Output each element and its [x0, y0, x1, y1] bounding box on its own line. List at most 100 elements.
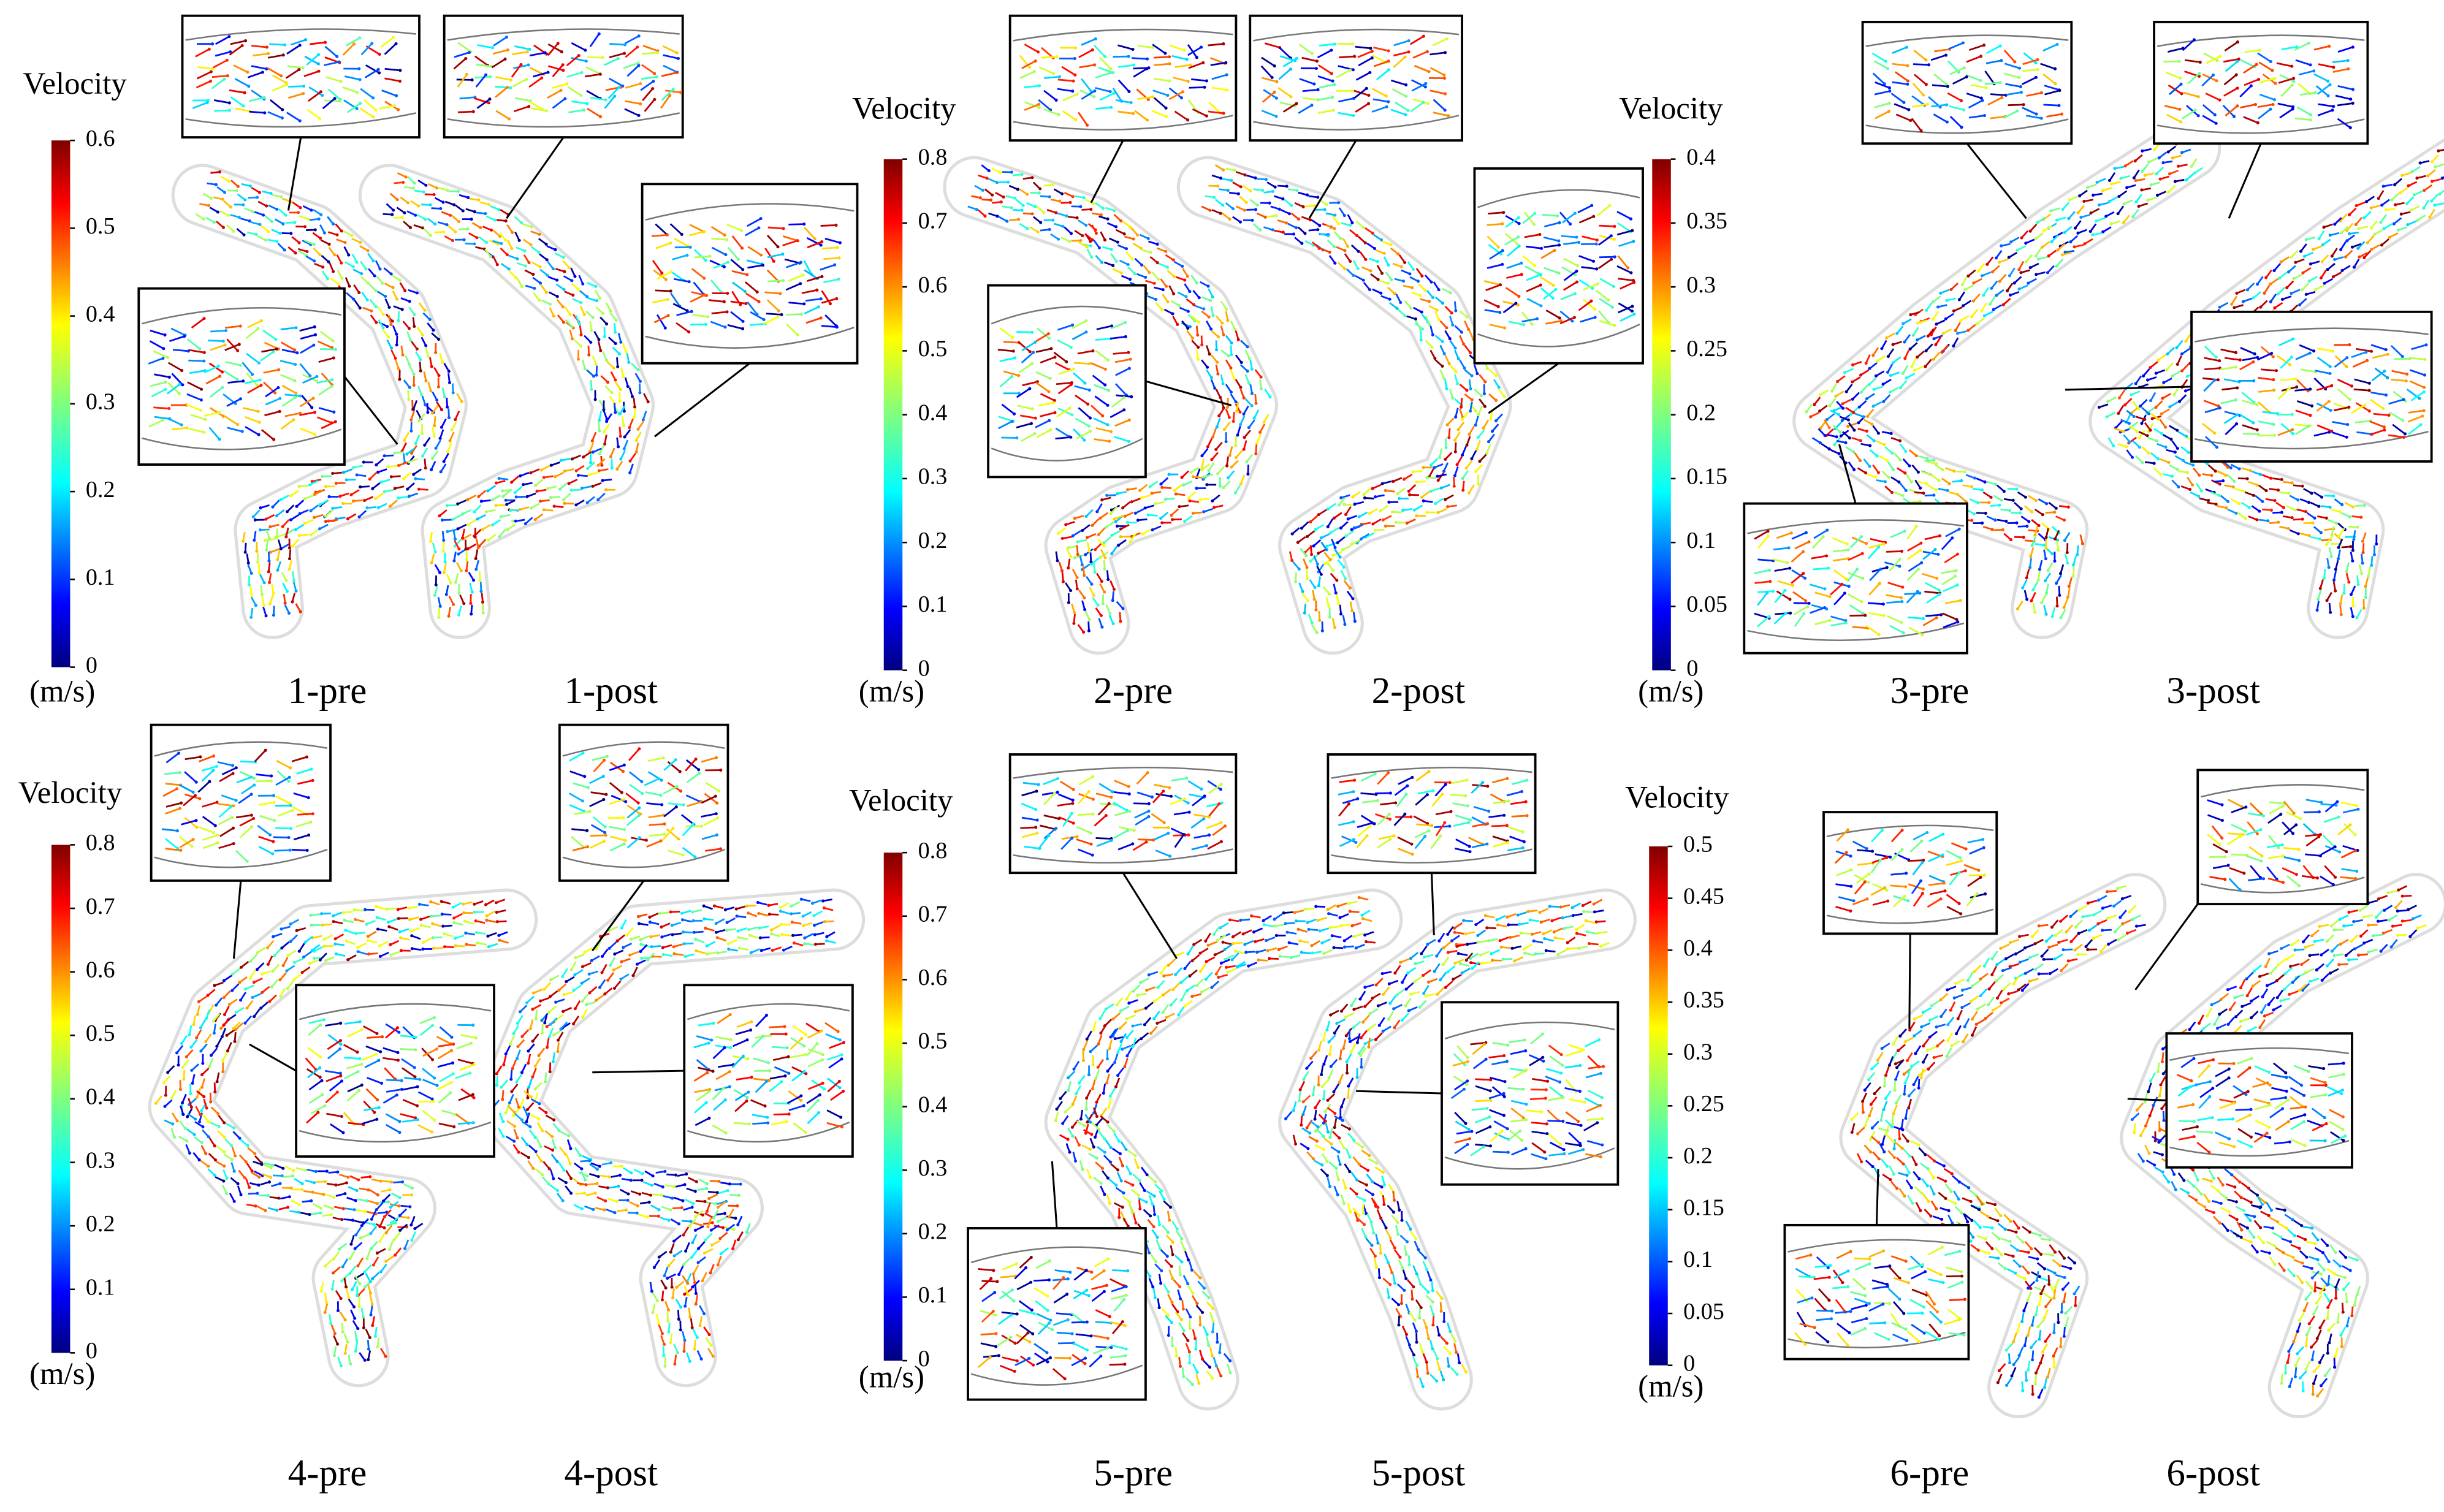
arrow-head — [1819, 393, 1822, 397]
arrow-head — [821, 899, 825, 903]
arrow-head — [329, 1213, 333, 1217]
arrow-head — [206, 993, 210, 997]
arrow-head — [1934, 488, 1938, 492]
arrow-head — [263, 539, 267, 542]
arrow-head — [1207, 315, 1211, 319]
arrow-head — [1947, 482, 1951, 485]
arrow-head — [2062, 606, 2066, 609]
arrow-head — [2050, 615, 2054, 618]
arrow-head — [1355, 234, 1359, 238]
arrow-head — [2325, 599, 2329, 602]
arrow-head — [232, 1199, 236, 1203]
arrow-head — [207, 1164, 210, 1168]
arrow-head — [2269, 282, 2272, 286]
arrow-head — [1913, 368, 1916, 372]
arrow-head — [1946, 488, 1949, 492]
arrow-head — [1352, 526, 1356, 530]
arrow-head — [461, 209, 465, 213]
arrow-head — [1477, 482, 1480, 486]
arrow-head — [408, 300, 411, 303]
flow-arrow — [489, 240, 498, 245]
arrow-head — [442, 230, 446, 234]
arrow-head — [2034, 254, 2038, 258]
arrow-head — [408, 1205, 412, 1209]
arrow-head — [369, 1313, 373, 1316]
arrow-head — [1970, 485, 1974, 488]
flow-arrow — [271, 583, 275, 594]
arrow-head — [2138, 436, 2141, 440]
arrow-head — [2001, 528, 2004, 532]
arrow-head — [1990, 528, 1994, 531]
arrow-head — [1910, 365, 1914, 368]
arrow-head — [2019, 271, 2023, 275]
flow-arrow — [624, 377, 629, 387]
arrow-head — [185, 1055, 188, 1058]
arrow-head — [421, 947, 425, 951]
arrow-head — [1060, 192, 1064, 196]
arrow-head — [1119, 527, 1122, 531]
arrow-head — [2315, 608, 2319, 612]
arrow-head — [1834, 394, 1838, 398]
arrow-head — [1130, 500, 1133, 504]
arrow-head — [2116, 212, 2120, 216]
flow-arrow — [447, 607, 451, 617]
arrow-head — [421, 226, 424, 230]
flow-arrow — [353, 465, 363, 469]
flow-arrow — [492, 240, 502, 245]
arrow-head — [441, 924, 445, 928]
arrow-head — [2357, 227, 2361, 230]
arrow-head — [415, 347, 419, 351]
arrow-head — [1315, 563, 1319, 566]
arrow-head — [614, 318, 618, 322]
arrow-head — [1087, 618, 1091, 621]
arrow-head — [345, 1285, 348, 1289]
arrow-head — [586, 466, 590, 471]
arrow-head — [1916, 321, 1920, 325]
arrow-head — [2054, 506, 2058, 510]
arrow-head — [589, 461, 593, 465]
flow-arrow — [501, 514, 511, 518]
flow-arrow — [599, 445, 605, 455]
arrow-head — [256, 1191, 259, 1195]
arrow-head — [2394, 203, 2397, 207]
arrow-head — [409, 338, 413, 342]
arrow-head — [1081, 234, 1084, 238]
flow-arrow — [629, 452, 636, 462]
arrow-head — [1349, 259, 1352, 264]
arrow-head — [1989, 302, 1992, 306]
arrow-head — [1346, 517, 1350, 521]
arrow-head — [1420, 310, 1423, 314]
arrow-head — [1122, 232, 1126, 236]
arrow-head — [375, 321, 378, 324]
arrow-head — [1071, 534, 1075, 538]
arrow-head — [443, 945, 447, 949]
arrow-head — [1444, 498, 1447, 501]
arrow-head — [2066, 595, 2069, 599]
arrow-head — [1129, 225, 1132, 229]
arrow-head — [1222, 428, 1226, 431]
arrow-head — [223, 1164, 226, 1168]
flow-arrow — [381, 479, 391, 483]
arrow-head — [1836, 379, 1840, 384]
arrow-head — [602, 408, 606, 412]
arrow-head — [243, 550, 247, 554]
arrow-head — [1827, 426, 1831, 430]
arrow-head — [310, 949, 314, 952]
arrow-head — [1922, 492, 1925, 495]
arrow-head — [250, 594, 254, 598]
arrow-head — [2141, 149, 2144, 153]
arrow-head — [443, 932, 446, 936]
arrow-head — [373, 1334, 378, 1338]
flow-arrow — [452, 514, 462, 520]
arrow-head — [619, 412, 622, 416]
arrow-head — [1474, 424, 1477, 427]
arrow-head — [1336, 602, 1341, 606]
arrow-head — [813, 943, 817, 946]
arrow-head — [1387, 263, 1390, 267]
arrow-head — [239, 965, 243, 969]
arrow-head — [605, 420, 609, 424]
arrow-head — [2269, 300, 2272, 303]
arrow-head — [1154, 502, 1157, 506]
arrow-head — [404, 175, 408, 179]
flow-arrow — [1084, 233, 1091, 242]
